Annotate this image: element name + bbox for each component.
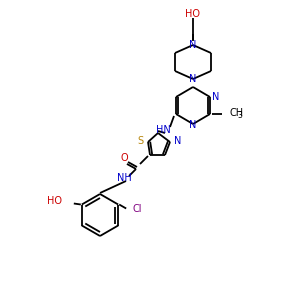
Text: N: N	[212, 92, 219, 102]
Text: NH: NH	[117, 173, 131, 183]
Text: S: S	[138, 136, 144, 146]
Text: O: O	[120, 153, 128, 163]
Text: HO: HO	[185, 9, 200, 19]
Text: Cl: Cl	[132, 205, 142, 214]
Text: N: N	[189, 74, 197, 84]
Text: CH: CH	[229, 108, 243, 118]
Text: N: N	[189, 40, 197, 50]
Text: 3: 3	[237, 112, 242, 121]
Text: HO: HO	[47, 196, 62, 206]
Text: N: N	[189, 120, 197, 130]
Text: N: N	[174, 136, 182, 146]
Text: HN: HN	[156, 125, 170, 135]
